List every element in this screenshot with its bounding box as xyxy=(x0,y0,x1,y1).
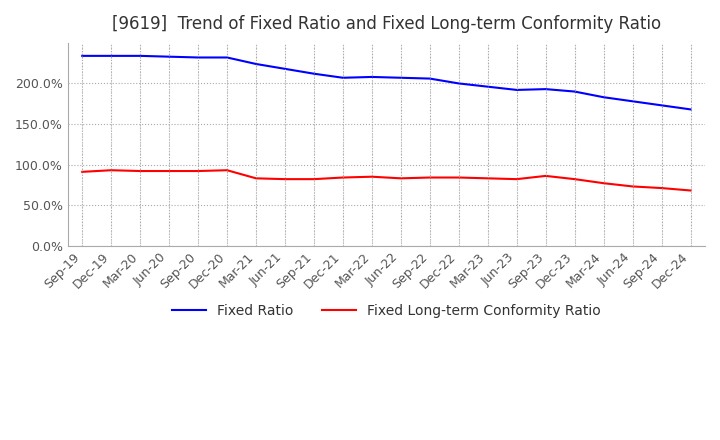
Fixed Long-term Conformity Ratio xyxy=(397,176,405,181)
Fixed Ratio xyxy=(222,55,231,60)
Fixed Ratio xyxy=(281,66,289,71)
Fixed Ratio xyxy=(686,107,695,112)
Fixed Long-term Conformity Ratio xyxy=(599,180,608,186)
Fixed Ratio xyxy=(629,99,637,104)
Fixed Ratio xyxy=(107,53,115,59)
Fixed Long-term Conformity Ratio xyxy=(454,175,463,180)
Title: [9619]  Trend of Fixed Ratio and Fixed Long-term Conformity Ratio: [9619] Trend of Fixed Ratio and Fixed Lo… xyxy=(112,15,661,33)
Fixed Ratio xyxy=(78,53,86,59)
Fixed Ratio xyxy=(338,75,347,81)
Fixed Long-term Conformity Ratio xyxy=(368,174,377,180)
Line: Fixed Ratio: Fixed Ratio xyxy=(82,56,690,110)
Fixed Ratio xyxy=(310,71,318,77)
Fixed Long-term Conformity Ratio xyxy=(338,175,347,180)
Legend: Fixed Ratio, Fixed Long-term Conformity Ratio: Fixed Ratio, Fixed Long-term Conformity … xyxy=(166,299,607,324)
Fixed Ratio xyxy=(426,76,434,81)
Fixed Long-term Conformity Ratio xyxy=(78,169,86,175)
Fixed Long-term Conformity Ratio xyxy=(629,184,637,189)
Fixed Long-term Conformity Ratio xyxy=(686,188,695,193)
Fixed Ratio xyxy=(397,75,405,81)
Fixed Long-term Conformity Ratio xyxy=(541,173,550,179)
Fixed Long-term Conformity Ratio xyxy=(136,169,145,174)
Fixed Ratio xyxy=(570,89,579,94)
Fixed Ratio xyxy=(454,81,463,86)
Fixed Long-term Conformity Ratio xyxy=(570,176,579,182)
Fixed Long-term Conformity Ratio xyxy=(513,176,521,182)
Fixed Ratio xyxy=(657,103,666,108)
Fixed Long-term Conformity Ratio xyxy=(426,175,434,180)
Fixed Long-term Conformity Ratio xyxy=(252,176,261,181)
Fixed Long-term Conformity Ratio xyxy=(657,185,666,191)
Fixed Long-term Conformity Ratio xyxy=(222,168,231,173)
Fixed Ratio xyxy=(483,84,492,89)
Fixed Ratio xyxy=(513,87,521,92)
Fixed Ratio xyxy=(165,54,174,59)
Fixed Ratio xyxy=(136,53,145,59)
Fixed Ratio xyxy=(252,61,261,66)
Fixed Ratio xyxy=(541,87,550,92)
Line: Fixed Long-term Conformity Ratio: Fixed Long-term Conformity Ratio xyxy=(82,170,690,191)
Fixed Ratio xyxy=(599,95,608,100)
Fixed Long-term Conformity Ratio xyxy=(483,176,492,181)
Fixed Ratio xyxy=(368,74,377,80)
Fixed Long-term Conformity Ratio xyxy=(194,169,202,174)
Fixed Long-term Conformity Ratio xyxy=(310,176,318,182)
Fixed Ratio xyxy=(194,55,202,60)
Fixed Long-term Conformity Ratio xyxy=(281,176,289,182)
Fixed Long-term Conformity Ratio xyxy=(107,168,115,173)
Fixed Long-term Conformity Ratio xyxy=(165,169,174,174)
